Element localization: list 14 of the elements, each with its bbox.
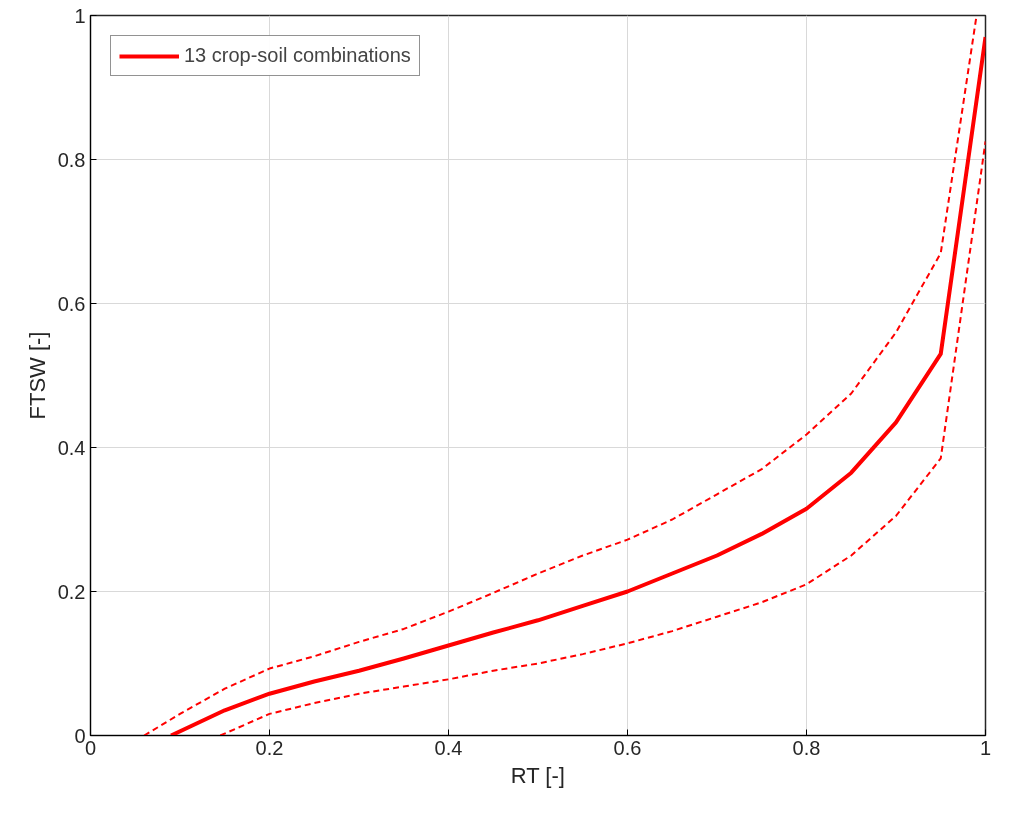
x-axis-title: RT [-] (510, 762, 565, 788)
x-tick-label: 0.2 (255, 736, 284, 759)
x-tick-label: 0.6 (613, 736, 642, 759)
x-tick-label: 1 (979, 736, 992, 759)
x-tick-label: 0.4 (434, 736, 463, 759)
y-axis-title: FTSW [-] (24, 331, 50, 420)
x-tick-label: 0.8 (792, 736, 821, 759)
y-tick-label: 0.2 (57, 580, 86, 603)
y-tick-label: 0.8 (57, 148, 86, 171)
line-series (219, 140, 986, 736)
y-tick-label: 0.4 (57, 436, 86, 459)
legend-label: 13 crop-soil combinations (184, 44, 411, 67)
y-tick-label: 0.6 (57, 292, 86, 315)
y-tick-label: 1 (74, 4, 86, 27)
